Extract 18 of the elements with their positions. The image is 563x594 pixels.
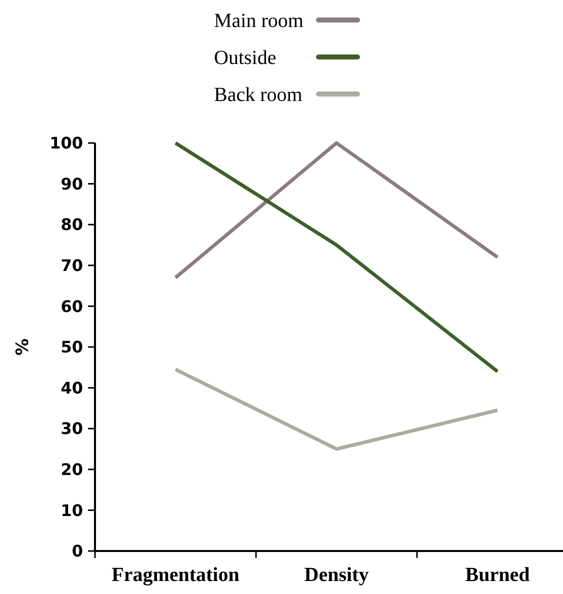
x-tick-label: Fragmentation [112, 564, 240, 586]
y-tick-label: 100 [50, 134, 83, 153]
y-tick-label: 60 [60, 296, 83, 316]
y-tick-label: 10 [60, 500, 83, 520]
y-tick-label: 50 [60, 338, 83, 357]
y-tick-label: 40 [60, 378, 83, 398]
y-tick-label: 0 [72, 542, 83, 561]
legend-label: Outside [214, 47, 276, 69]
y-tick-label: 30 [60, 419, 83, 438]
legend-label: Back room [214, 84, 303, 106]
x-tick-label: Burned [465, 564, 530, 586]
y-axis-title: % [13, 338, 33, 356]
y-tick-label: 90 [60, 174, 83, 194]
legend-label: Main room [214, 10, 304, 32]
y-tick-label: 20 [60, 460, 83, 479]
y-tick-label: 70 [60, 256, 83, 275]
x-tick-label: Density [304, 564, 369, 586]
y-tick-label: 80 [60, 215, 83, 234]
